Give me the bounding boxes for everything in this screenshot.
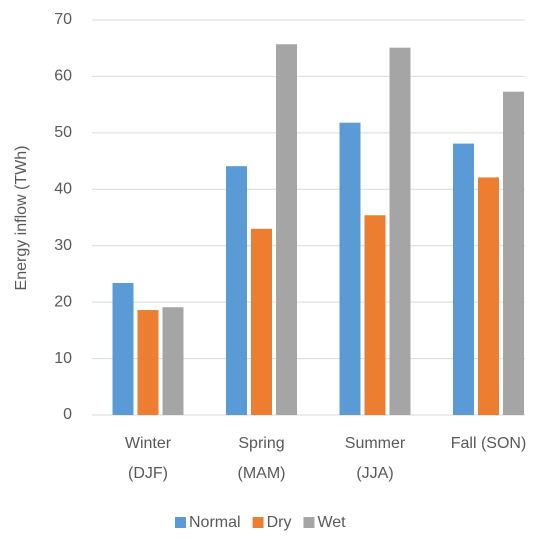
bar: [162, 307, 184, 415]
y-axis-label: Energy inflow (TWh): [13, 146, 30, 291]
x-tick-label: Summer (JJA): [345, 435, 406, 482]
bar: [226, 166, 247, 415]
bar: [137, 310, 159, 415]
bar: [389, 47, 411, 416]
x-tick-label: Spring (MAM): [238, 435, 286, 482]
y-tick-label: 0: [63, 406, 72, 423]
y-tick-label: 70: [54, 11, 72, 28]
bar: [339, 122, 361, 415]
y-tick-label: 50: [54, 124, 72, 141]
legend-swatch: [303, 517, 315, 528]
legend-label: Wet: [317, 514, 346, 531]
bar: [364, 215, 386, 415]
bar: [503, 91, 524, 416]
bar: [251, 228, 272, 415]
y-tick-label: 60: [54, 68, 72, 85]
y-tick-label: 20: [54, 293, 72, 310]
bar: [453, 143, 474, 416]
legend-label: Dry: [267, 514, 292, 531]
bar: [112, 282, 134, 415]
x-tick-label: Fall (SON): [451, 435, 527, 452]
legend-swatch: [252, 517, 264, 528]
legend-swatch: [175, 517, 186, 528]
bar: [276, 44, 297, 416]
y-tick-label: 40: [54, 181, 72, 198]
y-tick-label: 30: [54, 237, 72, 254]
bar: [478, 177, 499, 415]
y-tick-label: 10: [54, 350, 72, 367]
x-tick-label: Winter (DJF): [125, 435, 172, 482]
legend-label: Normal: [189, 514, 241, 531]
